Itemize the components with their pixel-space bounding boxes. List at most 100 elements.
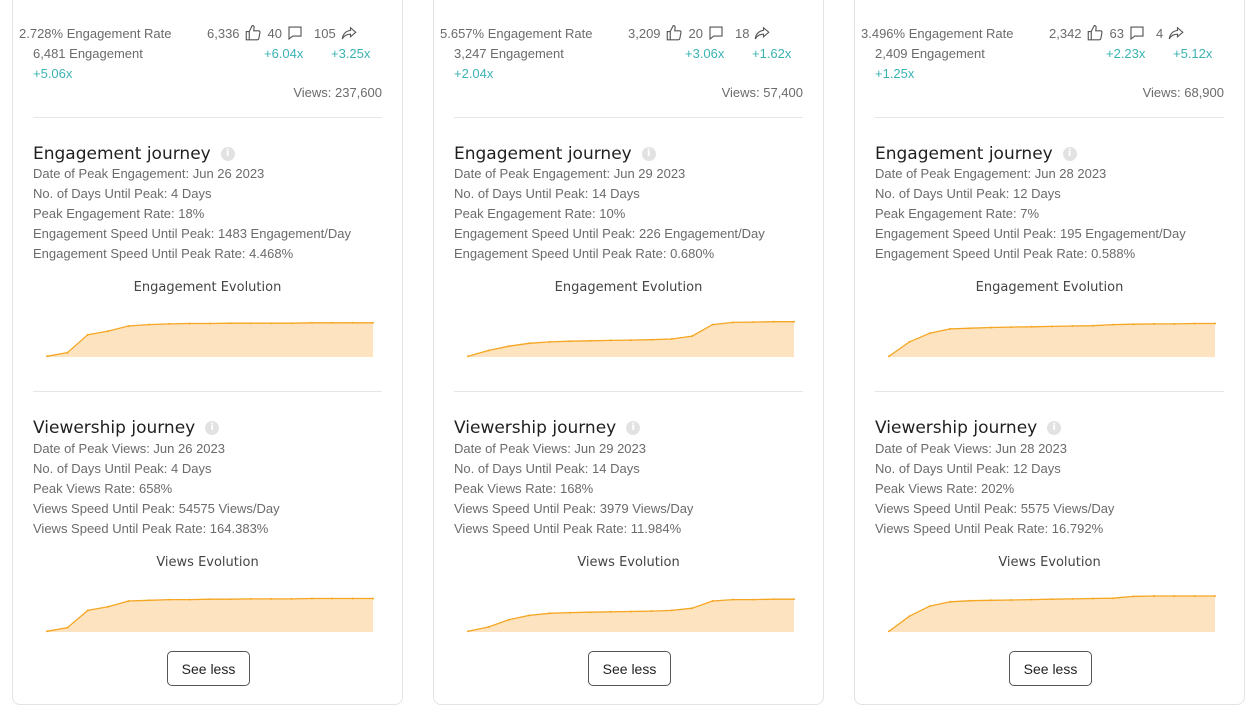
see-less-button[interactable]: See less — [588, 651, 671, 686]
share-icon — [1168, 26, 1184, 40]
chart-point — [310, 597, 313, 600]
chart-point — [1152, 322, 1155, 325]
divider — [875, 117, 1224, 118]
engagement-evolution-title: Engagement Evolution — [554, 280, 703, 295]
chart-point — [1071, 597, 1074, 600]
chart-point — [1193, 595, 1196, 597]
chart-point — [229, 598, 232, 601]
detail-line: No. of Days Until Peak: 14 Days — [454, 461, 640, 476]
detail-line: Peak Views Rate: 658% — [33, 481, 173, 496]
chart-point — [107, 330, 110, 333]
share-icon — [341, 26, 357, 40]
engagement-evolution-chart — [46, 321, 374, 358]
divider — [875, 391, 1224, 392]
info-icon[interactable]: i — [1062, 147, 1077, 161]
views-evolution-title: Views Evolution — [156, 555, 259, 570]
chart-point — [467, 355, 469, 358]
chart-point — [772, 598, 775, 601]
detail-line: Peak Engagement Rate: 7% — [875, 206, 1040, 221]
chart-point — [528, 342, 531, 345]
info-icon[interactable]: i — [641, 147, 656, 161]
comments-count: 20 — [688, 25, 704, 41]
chart-point — [1152, 595, 1155, 597]
see-less-button[interactable]: See less — [167, 651, 250, 686]
engagement-evolution-title: Engagement Evolution — [133, 280, 282, 295]
divider — [33, 391, 382, 392]
chart-point — [1132, 595, 1135, 598]
divider — [454, 117, 803, 118]
chart-point — [793, 598, 795, 601]
detail-line: Peak Engagement Rate: 10% — [454, 206, 626, 221]
viewership-journey-title: Viewership journey i — [454, 418, 641, 438]
chart-point — [372, 597, 374, 600]
chart-point — [548, 340, 551, 343]
chart-point — [147, 323, 150, 326]
chart-point — [270, 322, 273, 325]
shares-count: 4 — [1156, 25, 1164, 41]
info-icon[interactable]: i — [626, 421, 641, 435]
chart-point — [989, 599, 992, 602]
see-less-button[interactable]: See less — [1009, 651, 1092, 686]
info-icon[interactable]: i — [1047, 421, 1062, 435]
detail-line: Engagement Speed Until Peak: 195 Engagem… — [875, 226, 1186, 241]
chart-point — [1051, 325, 1053, 328]
post-card: 3.496% Engagement Rate 2,342 63 4 2,409 … — [854, 0, 1245, 705]
chart-point — [1030, 598, 1033, 601]
detail-line: Engagement Speed Until Peak: 226 Engagem… — [454, 226, 765, 241]
info-icon[interactable]: i — [220, 147, 235, 161]
chart-point — [1051, 598, 1053, 601]
views-total: Views: 57,400 — [721, 85, 803, 100]
chart-point — [1173, 595, 1176, 597]
chart-point — [589, 339, 592, 342]
chart-point — [487, 349, 490, 352]
detail-line: Peak Views Rate: 202% — [875, 481, 1015, 496]
engagement-total: 2,409 Engagement — [875, 46, 985, 61]
views-evolution-chart — [888, 595, 1216, 633]
chart-point — [1112, 597, 1115, 600]
chart-point — [487, 626, 490, 628]
chart-point — [1010, 326, 1013, 329]
likes-count: 2,342 — [1049, 25, 1082, 41]
comment-icon — [288, 26, 302, 41]
views-evolution-title: Views Evolution — [998, 555, 1101, 570]
divider — [33, 117, 382, 118]
views-total: Views: 237,600 — [293, 85, 382, 100]
chart-point — [589, 611, 592, 614]
likes-count: 3,209 — [628, 25, 661, 41]
chart-point — [691, 607, 694, 610]
detail-line: Engagement Speed Until Peak Rate: 4.468% — [33, 246, 294, 261]
chart-point — [467, 630, 469, 633]
chart-point — [127, 325, 130, 327]
post-stats: 3,209 20 18 — [628, 24, 777, 42]
chart-point — [168, 322, 171, 325]
chart-point — [670, 609, 673, 612]
chart-point — [928, 332, 931, 335]
chart-area — [47, 322, 373, 357]
chart-point — [372, 321, 374, 324]
chart-point — [928, 605, 931, 608]
chart-point — [908, 615, 911, 618]
detail-line: No. of Days Until Peak: 4 Days — [33, 186, 212, 201]
chart-point — [107, 605, 110, 608]
chart-point — [270, 597, 273, 600]
chart-point — [793, 320, 795, 323]
chart-point — [670, 338, 673, 340]
thumbs-up-icon — [666, 24, 682, 41]
engagement-evolution-chart — [888, 322, 1216, 358]
engagement-journey-title: Engagement journey i — [875, 144, 1077, 164]
chart-point — [507, 345, 510, 348]
engagement-journey-title: Engagement journey i — [454, 144, 656, 164]
chart-point — [691, 335, 694, 338]
chart-point — [290, 322, 293, 325]
detail-line: Peak Engagement Rate: 18% — [33, 206, 205, 221]
info-icon[interactable]: i — [205, 421, 220, 435]
chart-area — [889, 323, 1215, 357]
chart-point — [731, 321, 734, 324]
shares-multiplier: +5.12x — [1173, 46, 1213, 61]
chart-point — [1030, 325, 1033, 328]
engagement-total: 6,481 Engagement — [33, 46, 143, 61]
chart-area — [47, 598, 373, 632]
chart-point — [331, 597, 334, 600]
post-card: 5.657% Engagement Rate 3,209 20 18 3,247… — [433, 0, 824, 705]
chart-point — [46, 630, 48, 633]
